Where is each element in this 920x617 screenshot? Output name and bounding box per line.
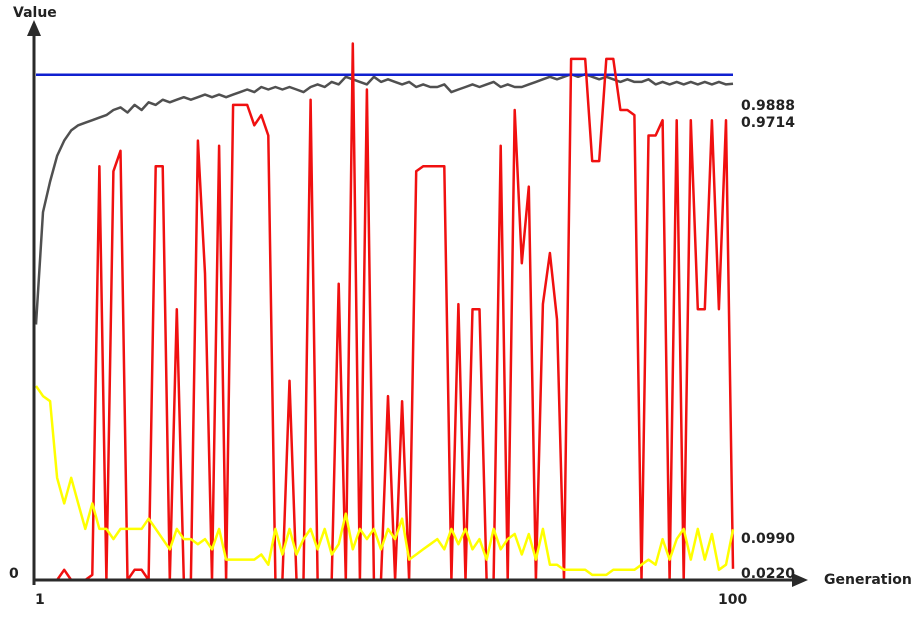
series-end-label: 0.9714 xyxy=(741,115,795,131)
y-axis-arrow xyxy=(27,20,41,36)
series-line-3 xyxy=(34,385,735,577)
x-axis-arrow xyxy=(792,573,808,587)
series-layer xyxy=(34,42,735,582)
series-end-label: 0.0990 xyxy=(741,531,795,547)
series-end-label: 0.9888 xyxy=(741,98,795,114)
series-line-2 xyxy=(36,42,735,582)
x-tick-label-start: 1 xyxy=(35,592,45,608)
series-end-label: 0.0220 xyxy=(741,566,795,582)
y-tick-label: 0 xyxy=(9,566,19,582)
y-axis-title: Value xyxy=(13,5,57,21)
x-tick-label-end: 100 xyxy=(718,592,747,608)
x-axis-title: Generation xyxy=(824,572,912,588)
